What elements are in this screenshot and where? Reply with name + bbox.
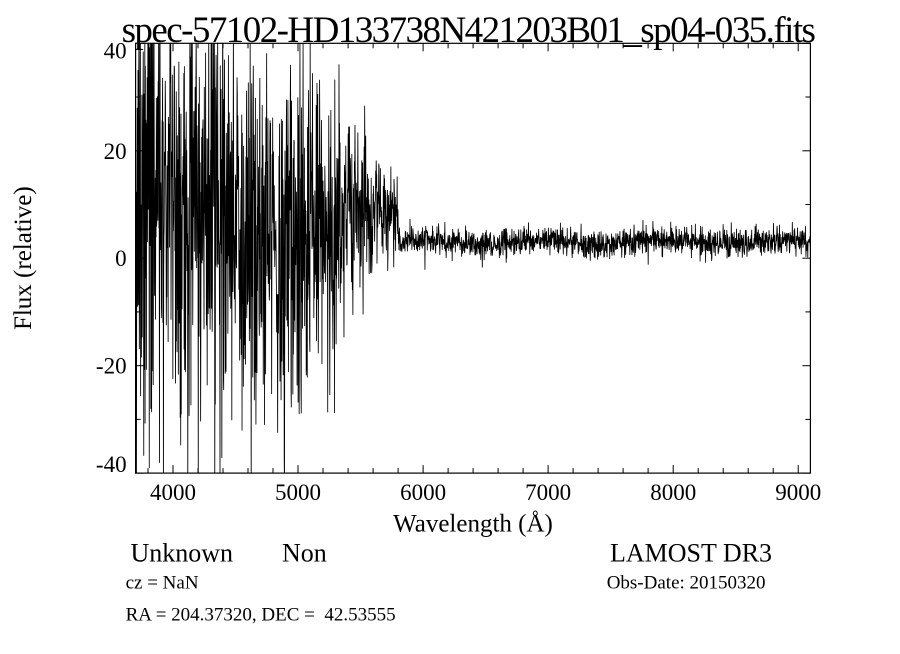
- svg-text:Non: Non: [282, 539, 327, 568]
- svg-text:20: 20: [104, 139, 127, 164]
- svg-text:9000: 9000: [775, 480, 821, 505]
- svg-text:Unknown: Unknown: [131, 539, 234, 568]
- svg-text:7000: 7000: [525, 480, 571, 505]
- svg-text:RA = 204.37320, DEC = 42.5355: RA = 204.37320, DEC = 42.53555: [126, 604, 396, 625]
- svg-text:5000: 5000: [275, 480, 321, 505]
- svg-text:0: 0: [115, 246, 127, 271]
- svg-text:Wavelength (Å): Wavelength (Å): [393, 511, 553, 538]
- svg-text:-40: -40: [96, 452, 127, 477]
- svg-text:40: 40: [104, 39, 127, 64]
- svg-text:Obs-Date: 20150320: Obs-Date: 20150320: [607, 572, 766, 593]
- svg-text:LAMOST DR3: LAMOST DR3: [610, 539, 772, 568]
- svg-text:cz = NaN: cz = NaN: [126, 572, 199, 593]
- svg-text:8000: 8000: [650, 480, 696, 505]
- svg-text:4000: 4000: [150, 480, 196, 505]
- svg-text:Flux (relative): Flux (relative): [10, 186, 37, 330]
- svg-text:6000: 6000: [400, 480, 446, 505]
- svg-text:spec-57102-HD133738N421203B01_: spec-57102-HD133738N421203B01_sp04-035.f…: [122, 10, 816, 51]
- svg-text:-20: -20: [96, 354, 127, 379]
